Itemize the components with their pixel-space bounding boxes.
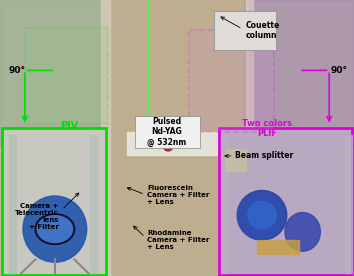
Text: Two colors
PLIF: Two colors PLIF [242,119,292,138]
Text: Couette
column: Couette column [245,21,280,40]
Bar [244,0,354,146]
Text: Pulsed
Nd-YAG
@ 532nm: Pulsed Nd-YAG @ 532nm [148,117,187,147]
Bar [189,30,274,132]
Text: Camera +
Telecentric
lens
+ Filter: Camera + Telecentric lens + Filter [15,203,58,230]
Bar [250,0,354,146]
Bar [135,116,200,148]
Circle shape [164,144,172,151]
Bar [257,240,299,254]
Bar [345,135,352,273]
Text: PIV: PIV [60,121,78,131]
Bar [221,135,228,273]
Ellipse shape [23,196,87,262]
Text: 90°: 90° [9,66,26,75]
Bar [0,0,101,146]
Text: 90°: 90° [331,66,348,75]
Bar [90,135,97,273]
Ellipse shape [237,190,287,240]
Bar [225,149,246,171]
Bar [219,128,352,275]
Bar [101,0,250,276]
Text: Fluorescein
Camera + Filter
+ Lens: Fluorescein Camera + Filter + Lens [147,185,209,205]
Bar [9,135,16,273]
Ellipse shape [248,201,276,229]
Bar [214,11,276,50]
Bar [2,128,106,275]
Bar [101,0,110,276]
Bar [127,132,219,155]
Bar [25,28,108,124]
Ellipse shape [37,213,73,246]
Text: Beam splitter: Beam splitter [235,152,294,160]
Text: Rhodamine
Camera + Filter
+ Lens: Rhodamine Camera + Filter + Lens [147,230,209,250]
Bar [0,0,106,146]
Ellipse shape [285,213,320,251]
Bar [246,0,253,276]
